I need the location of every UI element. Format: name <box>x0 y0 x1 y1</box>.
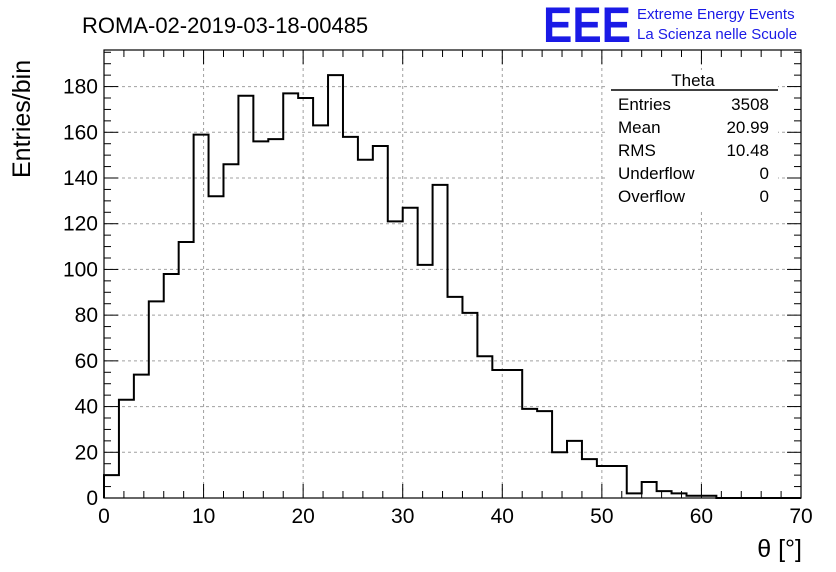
y-tick-label: 100 <box>63 258 98 281</box>
y-tick-label: 60 <box>75 350 98 373</box>
logo-line1: Extreme Energy Events <box>637 6 795 23</box>
y-tick-label: 140 <box>63 167 98 190</box>
x-tick-label: 70 <box>789 505 812 528</box>
plot-frame <box>103 49 802 499</box>
x-axis-label: θ [°] <box>757 535 802 563</box>
y-tick-label: 20 <box>75 441 98 464</box>
x-tick-label: 40 <box>491 505 514 528</box>
x-tick-label: 50 <box>590 505 613 528</box>
histogram-outline <box>103 74 801 499</box>
x-tick-label: 20 <box>291 505 314 528</box>
y-tick-label: 0 <box>86 487 98 510</box>
logo-line2: La Scienza nelle Scuole <box>637 26 797 43</box>
stats-mean-value: 20.99 <box>726 118 769 137</box>
stats-underflow-value: 0 <box>760 164 769 183</box>
x-tick-label: 0 <box>98 505 110 528</box>
stats-overflow-value: 0 <box>760 187 769 206</box>
stats-rms-label: RMS <box>618 141 656 160</box>
y-tick-label: 180 <box>63 76 98 99</box>
y-tick-label: 160 <box>63 121 98 144</box>
stats-rms-value: 10.48 <box>726 141 769 160</box>
stats-entries-value: 3508 <box>731 95 769 114</box>
y-tick-label: 120 <box>63 213 98 236</box>
x-tick-label: 30 <box>391 505 414 528</box>
stats-box: Theta Entries 3508 Mean 20.99 RMS 10.48 … <box>608 70 778 210</box>
stats-overflow-label: Overflow <box>618 187 686 206</box>
axis-ticks <box>103 50 802 499</box>
y-tick-label: 80 <box>75 304 98 327</box>
stats-mean-label: Mean <box>618 118 661 137</box>
logo-mark: EEE <box>543 0 631 53</box>
y-axis-label: Entries/bin <box>8 60 36 178</box>
x-tick-label: 60 <box>690 505 713 528</box>
y-tick-label: 40 <box>75 396 98 419</box>
stats-title: Theta <box>671 71 715 90</box>
stats-underflow-label: Underflow <box>618 164 695 183</box>
stats-entries-label: Entries <box>618 95 671 114</box>
x-tick-label: 10 <box>192 505 215 528</box>
chart-title: ROMA-02-2019-03-18-00485 <box>82 13 368 38</box>
eee-logo: EEE Extreme Energy Events La Scienza nel… <box>543 0 797 53</box>
